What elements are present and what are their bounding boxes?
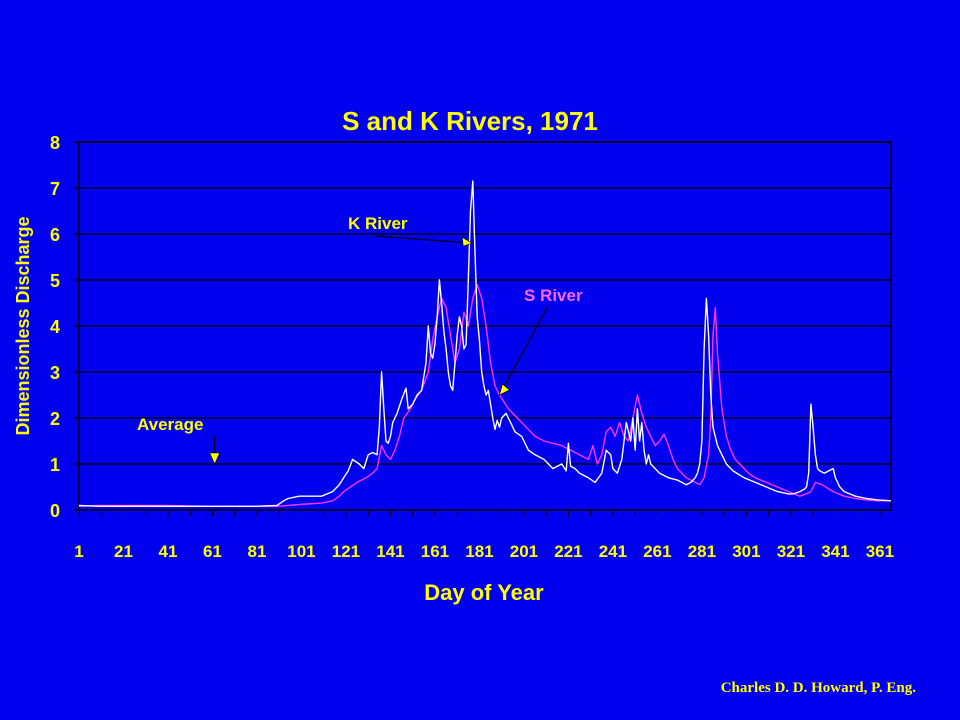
y-tick-label: 1 [50,455,60,475]
y-axis-label: Dimensionless Discharge [13,216,33,435]
y-tick-label: 3 [50,363,60,383]
author-credit: Charles D. D. Howard, P. Eng. [720,680,916,696]
x-tick-label: 301 [732,542,760,561]
y-tick-label: 8 [50,133,60,153]
series-lines [78,180,892,507]
x-tick-label: 221 [554,542,582,561]
x-tick-label: 161 [421,542,449,561]
x-tick-label: 101 [287,542,315,561]
x-tick-label: 61 [203,542,222,561]
x-tick-label: 141 [376,542,404,561]
x-tick-label: 281 [688,542,716,561]
x-axis-label: Day of Year [424,580,544,605]
x-tick-label: 181 [465,542,493,561]
y-tick-label: 4 [50,317,60,337]
y-tick-label: 0 [50,501,60,521]
k-river-arrowhead [461,236,473,247]
series-line-s-river [78,283,891,507]
k-river-arrow [374,235,473,244]
s-river-arrow [498,305,549,396]
x-tick-label: 241 [599,542,627,561]
x-tick-label: 1 [74,542,83,561]
average-annotation: Average [137,415,203,434]
s-river-annotation: S River [524,286,583,305]
y-tick-label: 7 [50,179,60,199]
x-axis-ticks: 1 21 41 61 81 101 121 141 161 181 201 221 241 261 281 3… [74,510,894,561]
gridlines [79,141,891,465]
series-line-k-river [78,180,892,507]
y-tick-label: 5 [50,271,60,291]
x-tick-label: 321 [777,542,805,561]
y-axis-ticks: 0 1 2 3 4 5 6 7 8 [50,133,79,521]
y-tick-label: 2 [50,409,60,429]
average-arrowhead [209,452,221,465]
annotations: K River S River Average [137,214,583,465]
x-tick-label: 21 [114,542,133,561]
x-tick-label: 201 [510,542,538,561]
chart-title: S and K Rivers, 1971 [342,106,598,136]
x-tick-label: 41 [159,542,178,561]
x-tick-label: 121 [332,542,360,561]
x-tick-label: 261 [643,542,671,561]
y-tick-label: 6 [50,225,60,245]
x-tick-label: 81 [248,542,267,561]
k-river-annotation: K River [348,214,408,233]
s-river-arrowhead [498,383,510,396]
x-tick-label: 361 [866,542,894,561]
x-tick-label: 341 [821,542,849,561]
